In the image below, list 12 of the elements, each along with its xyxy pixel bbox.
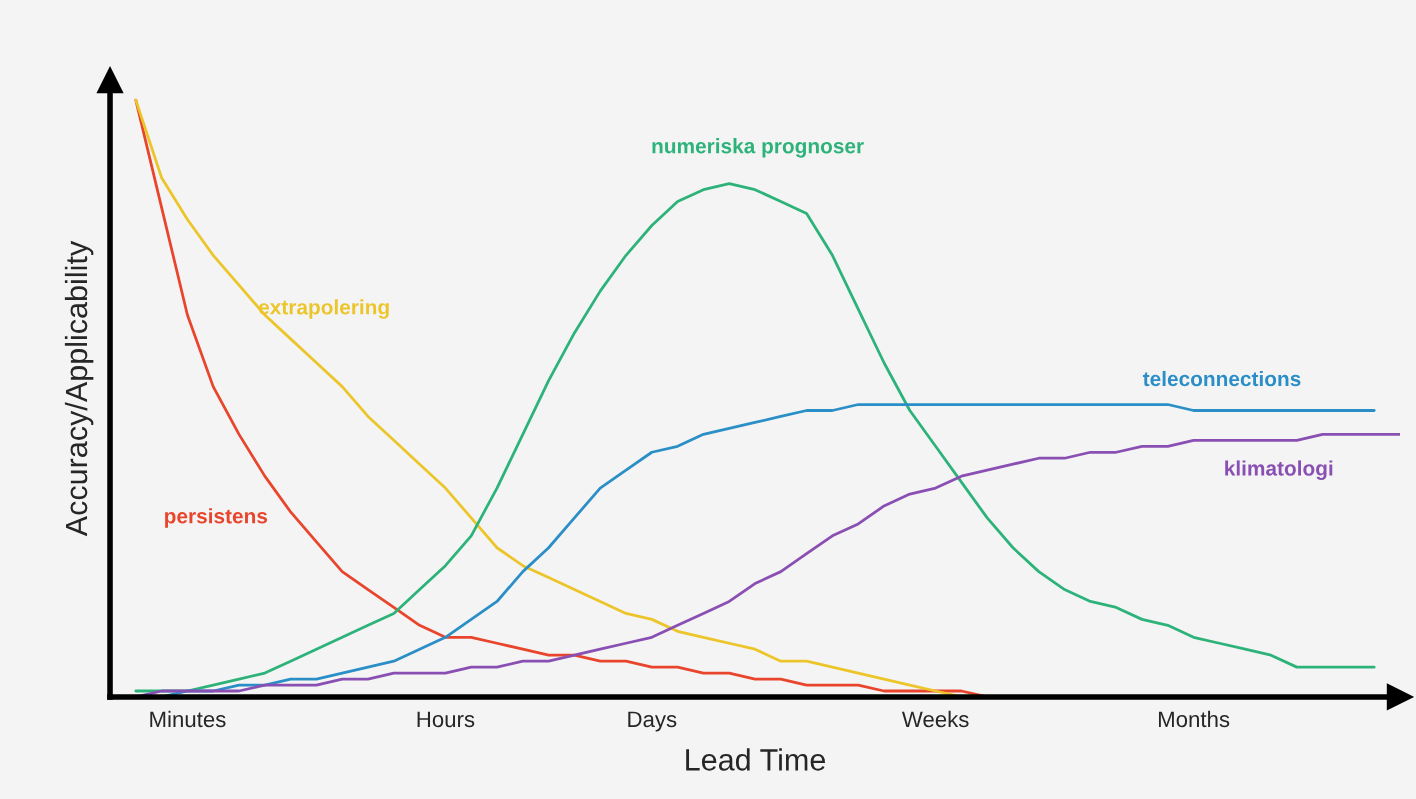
y-axis-title: Accuracy/Applicability — [64, 240, 94, 537]
series-label: numeriska prognoser — [652, 138, 864, 158]
series-label: extrapolering — [258, 299, 389, 319]
x-tick-label: Weeks — [901, 710, 969, 728]
x-axis-title: Lead Time — [686, 748, 825, 771]
series-label: klimatologi — [1225, 460, 1333, 480]
x-tick-label: Days — [628, 711, 677, 732]
x-tick-label: Hours — [417, 711, 475, 728]
x-tick-label: Minutes — [150, 710, 226, 728]
series-label: teleconnections — [1142, 370, 1301, 387]
series-label: persistens — [165, 508, 268, 528]
x-tick-label: Months — [1158, 710, 1230, 728]
